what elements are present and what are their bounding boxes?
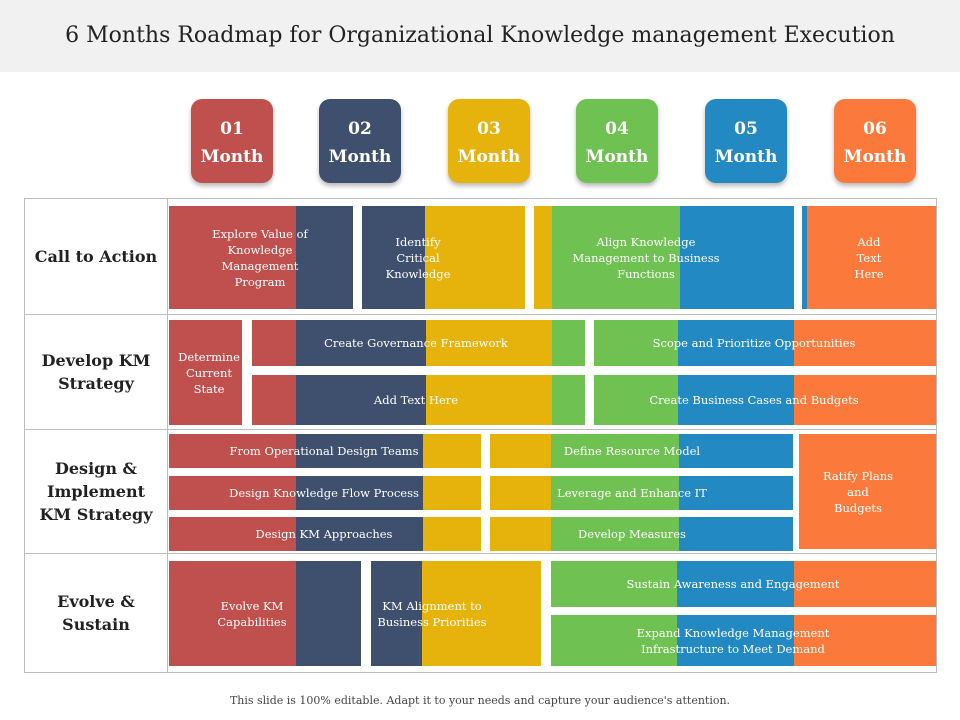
task-bar-km-alignment [371,561,541,666]
month-number: 03 [477,119,501,139]
task-bar-add-text-1 [802,206,936,309]
task-bar-flow-process [169,476,481,510]
task-bar-governance [252,320,585,366]
task-bar-add-text-2 [252,375,585,425]
month-badge-03: 03 Month [448,99,530,183]
task-bar-align-km [534,206,794,309]
row-label-design-implement: Design & Implement KM Strategy [39,458,153,524]
row-divider [24,314,937,315]
roadmap-grid [168,198,937,673]
footer-note: This slide is 100% editable. Adapt it to… [229,694,731,707]
month-number: 02 [348,119,372,139]
page-title: 6 Months Roadmap for Organizational Know… [65,23,895,48]
title-banner [0,0,960,72]
task-bar-ratify-plans [799,434,936,549]
row-label-call-to-action: Call to Action [34,246,158,266]
task-bar-km-approaches [169,517,481,551]
task-bar-sustain-awareness [551,561,936,607]
task-bar-leverage-it [490,476,793,510]
row-label-evolve-sustain: Evolve & Sustain [57,592,135,634]
month-number: 01 [220,119,244,139]
row-label-develop-km-strategy: Develop KM Strategy [41,350,151,393]
month-badge-04: 04 Month [576,99,658,183]
task-bar-resource-model [490,434,793,468]
task-bar-expand-infrastructure [551,615,936,666]
row-divider [24,429,937,430]
month-label: Month [328,147,392,167]
task-bar-develop-measures [490,517,793,551]
month-badge-01: 01 Month [191,99,273,183]
row-divider [24,553,937,554]
task-bar-determine-state [169,320,242,425]
task-bar-scope-prioritize [594,320,936,366]
task-bar-business-cases [594,375,936,425]
month-badge-05: 05 Month [705,99,787,183]
month-number: 05 [734,119,758,139]
month-label: Month [585,147,649,167]
task-bar-identify-critical [362,206,525,309]
month-label: Month [457,147,521,167]
month-label: Month [843,147,907,167]
month-label: Month [714,147,778,167]
task-bar-evolve-capabilities [169,561,361,666]
month-label: Month [200,147,264,167]
row-label-panel [24,198,168,673]
month-number: 06 [863,119,887,139]
month-badge-06: 06 Month [834,99,916,183]
month-badge-02: 02 Month [319,99,401,183]
task-bar-operational-design [169,434,481,468]
task-bar-explore-value [169,206,353,309]
month-number: 04 [605,119,629,139]
